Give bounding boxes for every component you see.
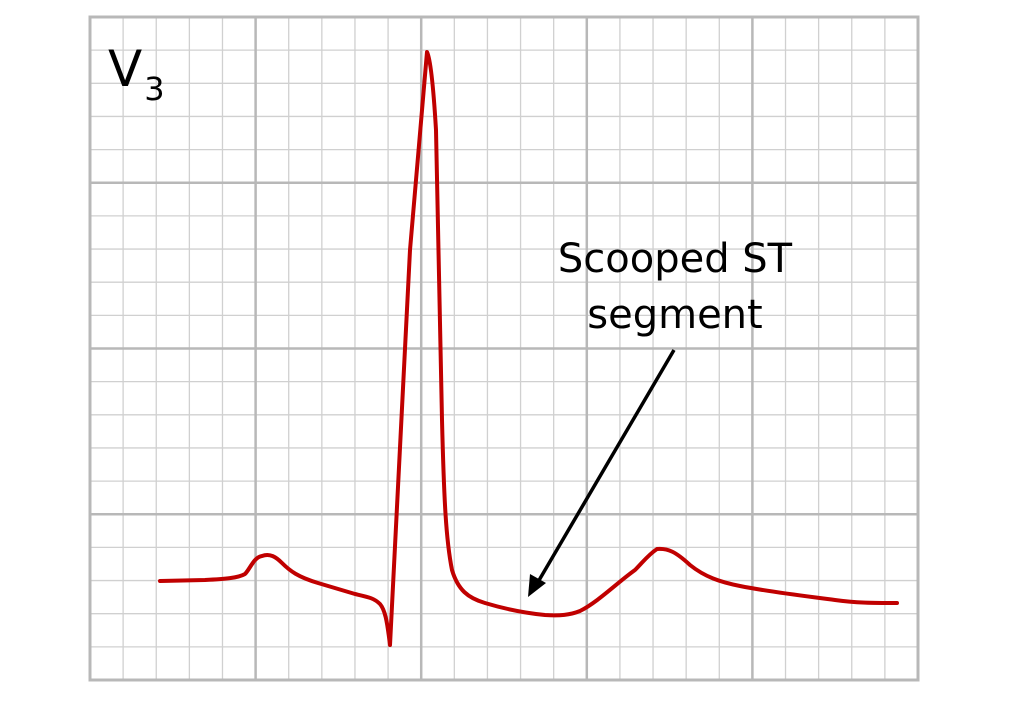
arrow-down-left-icon (528, 349, 676, 597)
lead-subscript: 3 (144, 70, 164, 108)
annotation-line-1: Scooped ST (558, 236, 793, 282)
lead-label: V3 (108, 40, 165, 108)
lead-name: V (108, 40, 142, 98)
ecg-grid-major (90, 17, 918, 680)
ecg-trace (158, 50, 899, 647)
annotation-line-2: segment (587, 292, 762, 338)
ecg-grid-border (88, 15, 920, 682)
